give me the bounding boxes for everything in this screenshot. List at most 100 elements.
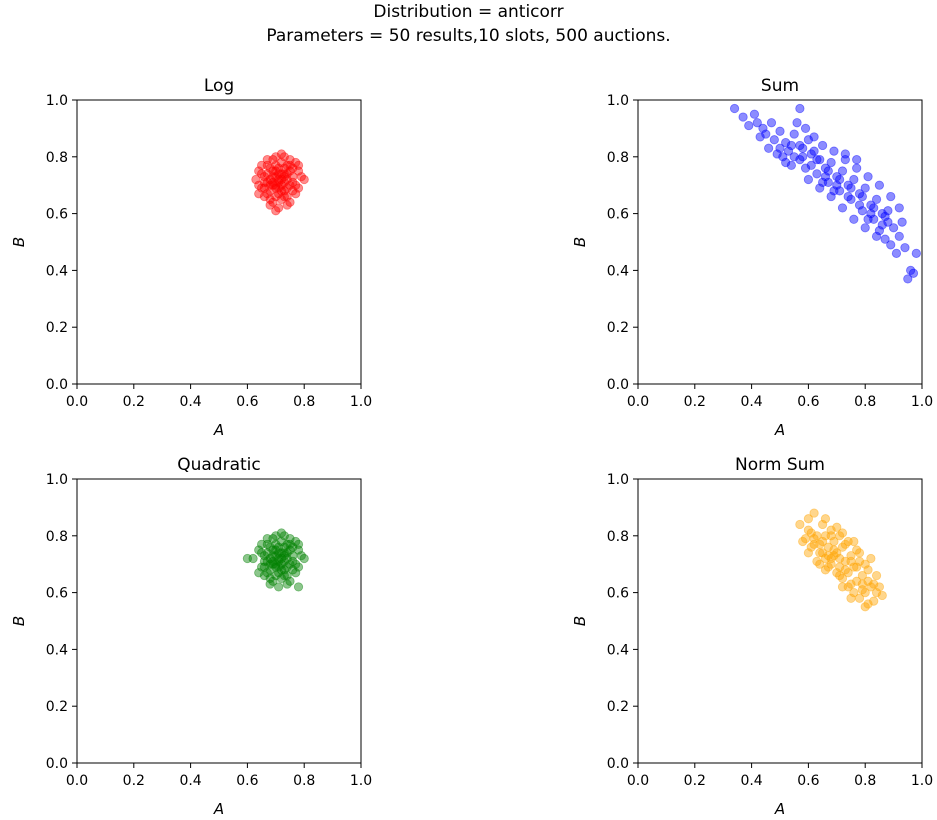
data-point xyxy=(894,231,904,241)
data-point xyxy=(282,169,292,179)
data-point xyxy=(262,534,272,544)
data-point xyxy=(291,180,301,190)
data-point xyxy=(259,172,270,182)
y-tick-label: 0.8 xyxy=(46,150,68,166)
data-point xyxy=(293,582,304,592)
data-point xyxy=(276,573,287,584)
data-point xyxy=(843,568,853,578)
data-point xyxy=(282,562,292,572)
data-point xyxy=(857,570,867,581)
data-point xyxy=(254,180,264,190)
data-point xyxy=(758,123,768,133)
data-point xyxy=(823,562,833,572)
data-point xyxy=(897,217,907,227)
data-point xyxy=(282,191,292,202)
figure-title-line-1: Distribution = anticorr xyxy=(373,2,564,22)
data-point xyxy=(815,539,825,549)
data-point xyxy=(835,186,845,196)
data-point xyxy=(282,553,292,564)
x-axis-label: A xyxy=(774,800,785,818)
data-point xyxy=(282,174,292,185)
data-point xyxy=(886,191,896,202)
x-tick-label: 0.2 xyxy=(123,773,145,789)
data-point xyxy=(262,556,272,566)
data-point xyxy=(837,582,848,592)
data-point xyxy=(849,214,859,224)
data-point xyxy=(279,570,289,581)
data-point xyxy=(279,169,289,179)
data-point xyxy=(265,180,275,190)
x-tick-label: 1.0 xyxy=(911,773,933,789)
data-point xyxy=(860,223,870,233)
data-point xyxy=(285,155,295,165)
data-point xyxy=(291,189,301,199)
data-point xyxy=(837,166,848,176)
data-point xyxy=(903,274,913,284)
data-point xyxy=(279,172,289,182)
y-axis-label: B xyxy=(571,237,589,247)
data-point xyxy=(894,203,904,213)
data-point xyxy=(832,180,842,190)
data-point xyxy=(274,169,284,179)
data-point xyxy=(880,211,890,222)
data-point xyxy=(256,548,267,558)
y-tick-label: 1.0 xyxy=(46,472,68,488)
data-point xyxy=(823,166,833,176)
x-tick-label: 0.4 xyxy=(740,394,762,410)
data-point xyxy=(285,545,295,555)
data-point xyxy=(795,140,805,151)
data-point xyxy=(846,593,856,603)
data-point xyxy=(256,539,267,549)
data-point xyxy=(271,166,281,176)
axes-frame xyxy=(637,99,923,385)
data-point xyxy=(279,531,289,541)
data-point xyxy=(271,152,281,162)
data-point xyxy=(795,103,805,114)
data-point xyxy=(282,200,292,210)
data-point xyxy=(274,189,284,199)
data-point xyxy=(835,174,845,185)
data-point xyxy=(852,163,862,173)
y-tick-label: 0.4 xyxy=(607,642,629,658)
data-point xyxy=(854,548,865,558)
data-point xyxy=(800,163,811,173)
data-point xyxy=(285,166,295,176)
data-point xyxy=(299,174,309,185)
data-point xyxy=(288,172,298,182)
data-point xyxy=(860,587,870,598)
x-tick-label: 0.8 xyxy=(854,394,876,410)
data-point xyxy=(274,203,284,213)
data-point xyxy=(843,582,853,592)
data-point xyxy=(766,118,777,128)
data-point xyxy=(829,545,839,555)
data-point xyxy=(835,570,845,581)
points-sum xyxy=(729,103,921,284)
data-point xyxy=(854,593,865,603)
data-point xyxy=(268,551,278,561)
data-point xyxy=(860,183,870,193)
data-point xyxy=(874,226,885,236)
x-tick-label: 0.0 xyxy=(627,773,649,789)
x-tick-label: 0.0 xyxy=(66,394,88,410)
data-point xyxy=(276,174,287,185)
data-point xyxy=(268,180,278,190)
data-point xyxy=(268,576,278,586)
data-point xyxy=(840,149,850,159)
data-point xyxy=(761,129,771,139)
y-tick-label: 0.8 xyxy=(607,150,629,166)
data-point xyxy=(265,174,275,185)
y-tick-label: 0.6 xyxy=(46,207,68,223)
data-point xyxy=(279,542,289,552)
data-point xyxy=(271,531,281,541)
data-point xyxy=(789,152,799,162)
data-point xyxy=(857,579,867,589)
data-point xyxy=(282,160,292,170)
data-point xyxy=(293,160,304,170)
y-axis-label: B xyxy=(10,237,28,247)
data-point xyxy=(823,542,833,552)
data-point xyxy=(271,206,281,216)
data-point xyxy=(809,132,819,142)
x-tick-label: 1.0 xyxy=(350,773,372,789)
data-point xyxy=(268,166,278,176)
